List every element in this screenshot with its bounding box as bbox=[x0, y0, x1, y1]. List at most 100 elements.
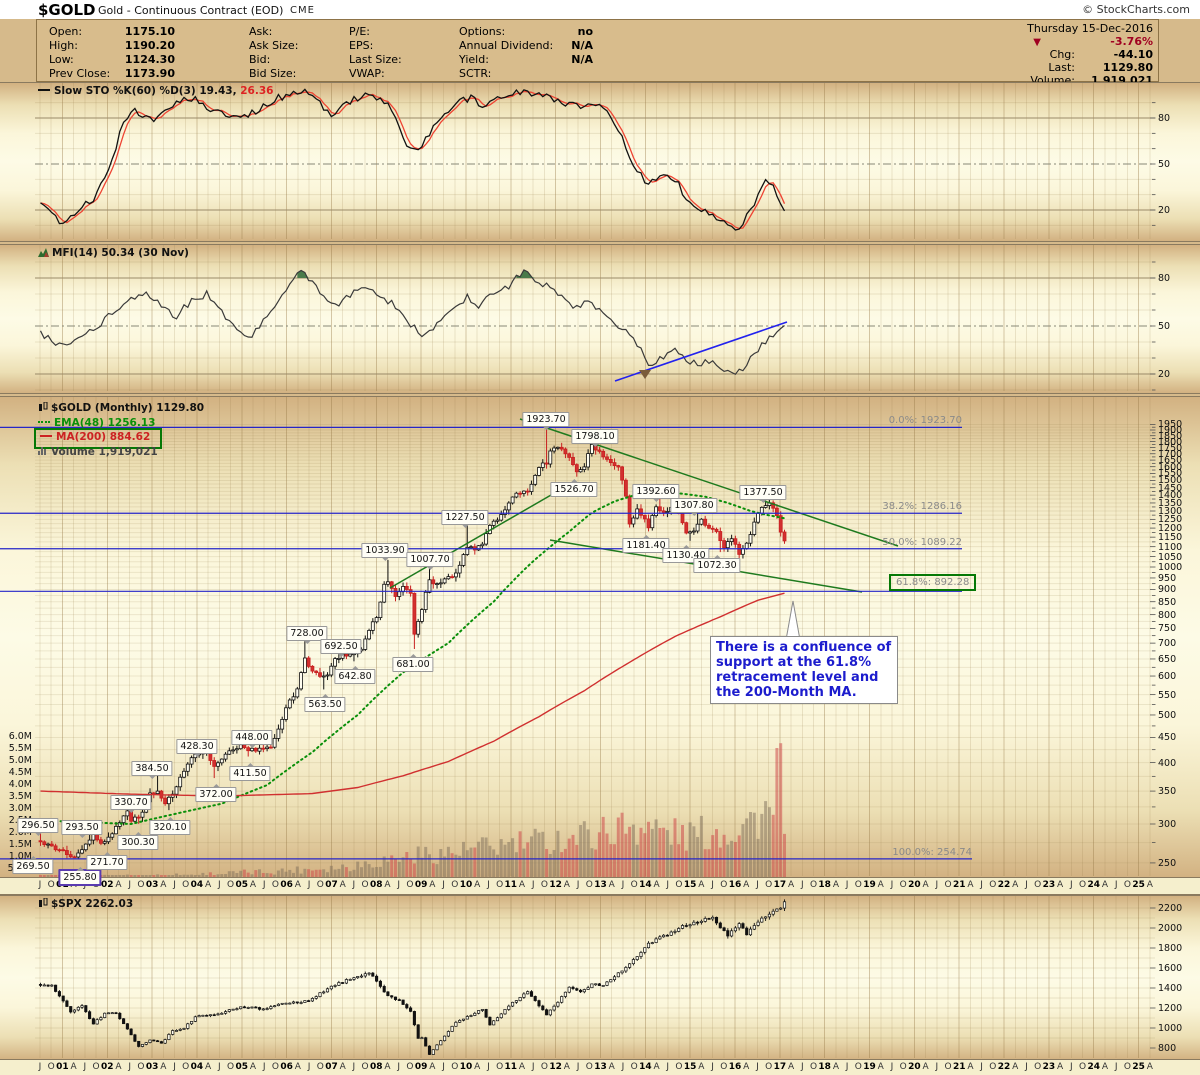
spx-candle-body bbox=[480, 1009, 484, 1011]
x-axis-token: A bbox=[1012, 1062, 1019, 1072]
x-axis-token: J bbox=[711, 1062, 714, 1072]
quote-panel: Open: 1175.10 High: 1190.20 Low: 1124.30 Prev … bbox=[36, 19, 1159, 87]
x-axis-token: 21 bbox=[952, 880, 966, 890]
candle-body bbox=[189, 757, 194, 765]
volume-bar bbox=[371, 867, 375, 877]
spx-candle-body bbox=[88, 1011, 92, 1020]
candle-body bbox=[268, 746, 273, 749]
x-axis-token: O bbox=[989, 880, 997, 890]
spx-candle-body bbox=[110, 1012, 114, 1015]
quote-col-bid-ask: Ask: Ask Size: Bid: Bid Size: bbox=[249, 25, 298, 81]
x-axis-token: A bbox=[160, 880, 167, 890]
annotation-pointer bbox=[785, 600, 801, 641]
volume-bar bbox=[137, 875, 141, 877]
volume-bar bbox=[522, 848, 526, 877]
percent-change-row: ▼ -3.76% bbox=[893, 35, 1153, 48]
candle-body bbox=[99, 839, 103, 844]
volume-bar bbox=[397, 861, 401, 877]
candle-body bbox=[446, 576, 451, 580]
x-axis-token: J bbox=[352, 880, 356, 890]
quote-label: P/E: bbox=[349, 25, 370, 38]
candle-body bbox=[174, 786, 179, 795]
ema-line-icon bbox=[38, 421, 50, 423]
x-axis-token: O bbox=[182, 880, 190, 890]
x-axis-token: O bbox=[451, 1062, 459, 1072]
annotation-text: There is a confluence of support at the … bbox=[716, 640, 892, 701]
volume-bar bbox=[503, 844, 507, 877]
spx-candle-body bbox=[50, 984, 54, 987]
volume-bar bbox=[609, 844, 613, 877]
quote-label: Bid Size: bbox=[249, 67, 297, 80]
spx-candle-body bbox=[65, 1000, 69, 1007]
x-axis-token: A bbox=[294, 880, 301, 890]
volume-bar bbox=[227, 871, 231, 877]
spx-candle-body bbox=[337, 982, 341, 986]
sto-legend-text: Slow STO %K(60) %D(3) 19.43, bbox=[54, 85, 237, 97]
candle-body bbox=[699, 518, 704, 525]
candle-body bbox=[284, 707, 288, 720]
volume-bar bbox=[715, 829, 718, 877]
candle-body bbox=[106, 836, 111, 843]
spx-candle-body bbox=[461, 1018, 466, 1021]
candle-body bbox=[544, 462, 549, 465]
x-axis-token: 25 bbox=[1132, 1062, 1145, 1072]
spx-candle-body bbox=[91, 1018, 95, 1025]
volume-bar bbox=[613, 844, 616, 877]
mfi-tick: 20 bbox=[1158, 369, 1171, 380]
spx-candle-body bbox=[529, 991, 534, 997]
quote-value: 1190.20 bbox=[124, 39, 175, 52]
x-axis-token: O bbox=[227, 880, 235, 890]
x-axis-token: A bbox=[967, 880, 974, 890]
candle-body bbox=[234, 748, 239, 751]
candle-body bbox=[658, 506, 662, 512]
volume-bar bbox=[208, 872, 212, 877]
x-axis-token: J bbox=[38, 1062, 42, 1072]
spx-candle-body bbox=[235, 1008, 239, 1011]
price-callout: 1227.50 bbox=[441, 510, 489, 528]
volume-bar bbox=[212, 875, 216, 877]
x-axis-token: 15 bbox=[683, 1062, 697, 1072]
volume-bar bbox=[265, 873, 269, 877]
candle-body bbox=[223, 753, 228, 760]
x-axis-token: A bbox=[115, 880, 122, 890]
candle-body bbox=[238, 744, 243, 750]
candle-body bbox=[665, 511, 670, 513]
spx-candle-body bbox=[284, 1002, 288, 1005]
volume-bar bbox=[133, 875, 137, 877]
candle-body bbox=[608, 458, 613, 463]
spx-candle-body bbox=[95, 1019, 99, 1025]
spx-candle-body bbox=[103, 1012, 107, 1018]
mfi-marker-triangle bbox=[639, 370, 651, 379]
volume-bar bbox=[760, 813, 764, 877]
volume-bar bbox=[658, 828, 662, 877]
candle-body bbox=[46, 843, 50, 846]
x-axis-token: J bbox=[1069, 1062, 1073, 1072]
volume-bar bbox=[178, 875, 182, 877]
quote-label: Annual Dividend: bbox=[459, 39, 554, 52]
spx-candle-body bbox=[612, 976, 617, 981]
option-row: SCTR: bbox=[459, 67, 593, 81]
sto-tick: 20 bbox=[1158, 205, 1171, 216]
price-callout: 1392.60 bbox=[632, 484, 680, 502]
candle-body bbox=[733, 538, 738, 545]
candle-body bbox=[529, 483, 534, 492]
candle-body bbox=[216, 762, 220, 767]
volume-bar bbox=[696, 837, 700, 877]
x-axis-token: J bbox=[1025, 1062, 1028, 1072]
x-axis-token: A bbox=[518, 1062, 526, 1072]
volume-bar bbox=[352, 869, 356, 877]
volume-bar bbox=[54, 875, 58, 877]
candle-body bbox=[725, 541, 730, 549]
x-axis-token: O bbox=[899, 880, 907, 890]
ticker-name: Gold - Continuous Contract (EOD) bbox=[98, 4, 284, 17]
volume-bar bbox=[684, 850, 688, 877]
spx-candle-body bbox=[254, 1006, 258, 1009]
spx-candle-body bbox=[356, 976, 360, 979]
candle-body bbox=[748, 534, 753, 544]
volume-bar bbox=[182, 874, 186, 877]
spx-candle-body bbox=[684, 925, 688, 927]
x-axis-token: O bbox=[944, 1062, 952, 1072]
candle-body bbox=[404, 586, 409, 590]
volume-bar bbox=[764, 801, 768, 877]
x-axis-token: A bbox=[249, 1062, 257, 1072]
